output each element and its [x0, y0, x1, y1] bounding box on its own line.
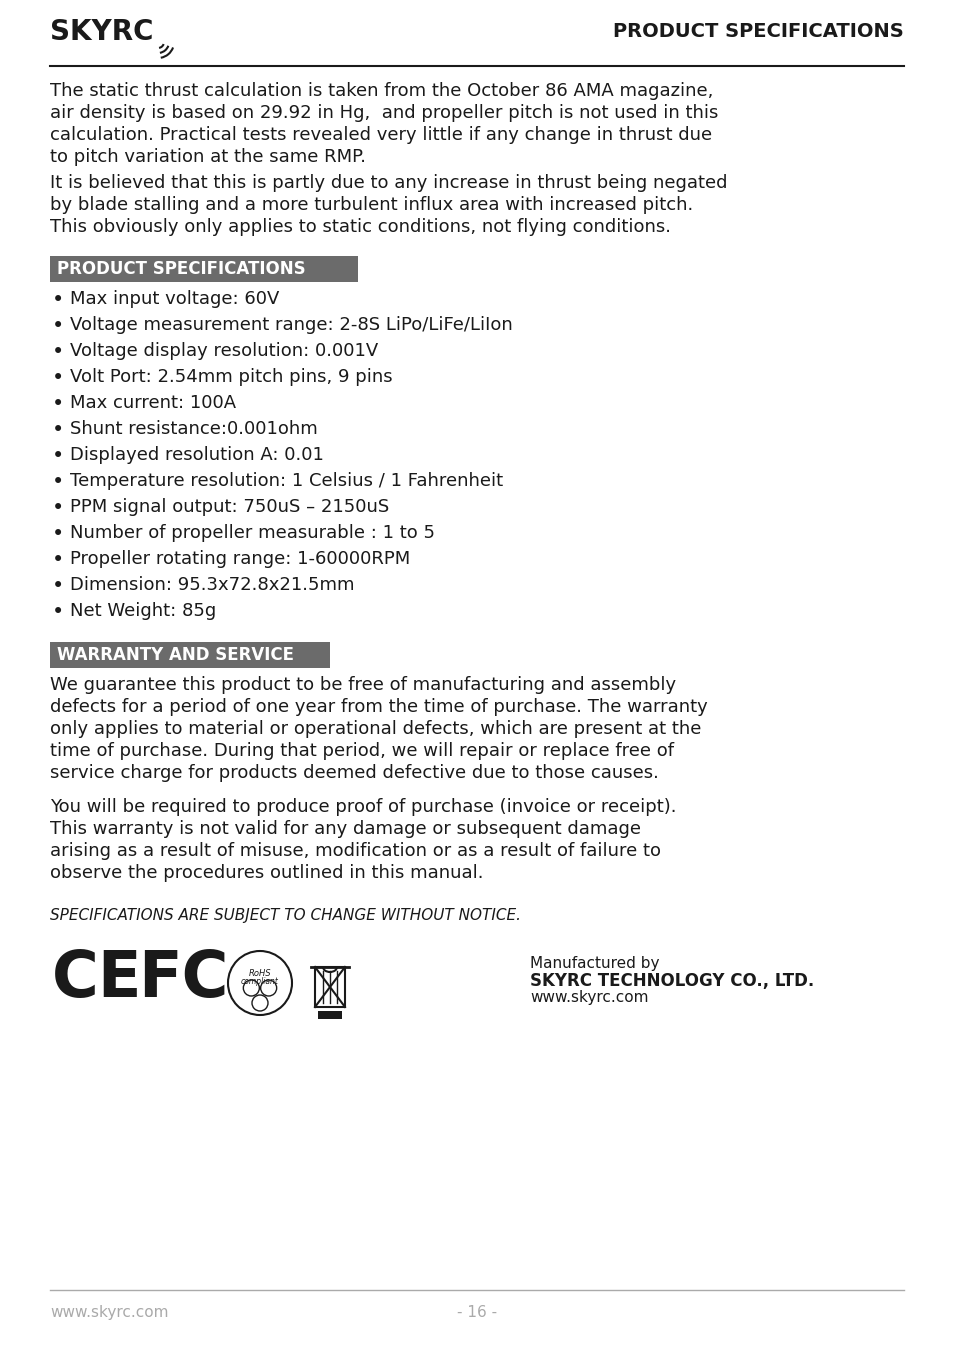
Text: Manufactured by: Manufactured by: [530, 956, 659, 971]
Text: •: •: [52, 394, 64, 414]
Text: SKYRC: SKYRC: [50, 17, 153, 46]
Text: •: •: [52, 447, 64, 465]
Text: PRODUCT SPECIFICATIONS: PRODUCT SPECIFICATIONS: [57, 260, 305, 278]
Text: www.skyrc.com: www.skyrc.com: [50, 1305, 169, 1319]
Text: •: •: [52, 316, 64, 336]
Text: This obviously only applies to static conditions, not flying conditions.: This obviously only applies to static co…: [50, 218, 670, 235]
Text: The static thrust calculation is taken from the October 86 AMA magazine,: The static thrust calculation is taken f…: [50, 82, 713, 100]
FancyBboxPatch shape: [50, 642, 330, 668]
Text: This warranty is not valid for any damage or subsequent damage: This warranty is not valid for any damag…: [50, 820, 640, 838]
Text: by blade stalling and a more turbulent influx area with increased pitch.: by blade stalling and a more turbulent i…: [50, 196, 693, 214]
Text: www.skyrc.com: www.skyrc.com: [530, 990, 648, 1005]
Text: •: •: [52, 603, 64, 621]
Text: compliant: compliant: [241, 976, 278, 986]
Text: RoHS: RoHS: [249, 968, 271, 978]
Text: Voltage measurement range: 2-8S LiPo/LiFe/LiIon: Voltage measurement range: 2-8S LiPo/LiF…: [70, 316, 512, 334]
FancyBboxPatch shape: [317, 1011, 341, 1020]
Text: We guarantee this product to be free of manufacturing and assembly: We guarantee this product to be free of …: [50, 677, 676, 694]
Text: Number of propeller measurable : 1 to 5: Number of propeller measurable : 1 to 5: [70, 525, 435, 542]
Text: It is believed that this is partly due to any increase in thrust being negated: It is believed that this is partly due t…: [50, 174, 727, 192]
Text: to pitch variation at the same RMP.: to pitch variation at the same RMP.: [50, 148, 366, 165]
Text: Max current: 100A: Max current: 100A: [70, 394, 236, 412]
Text: •: •: [52, 550, 64, 570]
Text: PPM signal output: 750uS – 2150uS: PPM signal output: 750uS – 2150uS: [70, 498, 389, 516]
Text: Volt Port: 2.54mm pitch pins, 9 pins: Volt Port: 2.54mm pitch pins, 9 pins: [70, 369, 393, 386]
Text: calculation. Practical tests revealed very little if any change in thrust due: calculation. Practical tests revealed ve…: [50, 126, 711, 144]
Text: time of purchase. During that period, we will repair or replace free of: time of purchase. During that period, we…: [50, 742, 673, 760]
Text: •: •: [52, 498, 64, 518]
Text: •: •: [52, 472, 64, 492]
Text: Temperature resolution: 1 Celsius / 1 Fahrenheit: Temperature resolution: 1 Celsius / 1 Fa…: [70, 472, 502, 490]
Text: WARRANTY AND SERVICE: WARRANTY AND SERVICE: [57, 646, 294, 664]
FancyBboxPatch shape: [50, 256, 357, 282]
Text: You will be required to produce proof of purchase (invoice or receipt).: You will be required to produce proof of…: [50, 798, 676, 816]
Text: only applies to material or operational defects, which are present at the: only applies to material or operational …: [50, 720, 700, 738]
Text: •: •: [52, 342, 64, 362]
Text: arising as a result of misuse, modification or as a result of failure to: arising as a result of misuse, modificat…: [50, 842, 660, 859]
Text: Net Weight: 85g: Net Weight: 85g: [70, 603, 216, 620]
Text: •: •: [52, 576, 64, 596]
Text: •: •: [52, 420, 64, 440]
Text: service charge for products deemed defective due to those causes.: service charge for products deemed defec…: [50, 764, 659, 781]
Text: Voltage display resolution: 0.001V: Voltage display resolution: 0.001V: [70, 342, 377, 360]
Text: - 16 -: - 16 -: [456, 1305, 497, 1319]
Text: Displayed resolution A: 0.01: Displayed resolution A: 0.01: [70, 447, 323, 464]
Text: SPECIFICATIONS ARE SUBJECT TO CHANGE WITHOUT NOTICE.: SPECIFICATIONS ARE SUBJECT TO CHANGE WIT…: [50, 908, 520, 923]
Text: FC: FC: [138, 948, 229, 1010]
Text: PRODUCT SPECIFICATIONS: PRODUCT SPECIFICATIONS: [613, 22, 903, 40]
Text: •: •: [52, 525, 64, 543]
Text: Propeller rotating range: 1-60000RPM: Propeller rotating range: 1-60000RPM: [70, 550, 410, 568]
Text: CE: CE: [52, 948, 142, 1010]
Text: Dimension: 95.3x72.8x21.5mm: Dimension: 95.3x72.8x21.5mm: [70, 576, 355, 594]
Text: observe the procedures outlined in this manual.: observe the procedures outlined in this …: [50, 863, 483, 882]
Text: •: •: [52, 369, 64, 387]
Text: SKYRC TECHNOLOGY CO., LTD.: SKYRC TECHNOLOGY CO., LTD.: [530, 972, 814, 990]
Text: air density is based on 29.92 in Hg,  and propeller pitch is not used in this: air density is based on 29.92 in Hg, and…: [50, 104, 718, 122]
Text: •: •: [52, 291, 64, 309]
Text: Shunt resistance:0.001ohm: Shunt resistance:0.001ohm: [70, 420, 317, 438]
Text: defects for a period of one year from the time of purchase. The warranty: defects for a period of one year from th…: [50, 698, 707, 716]
Text: Max input voltage: 60V: Max input voltage: 60V: [70, 291, 279, 308]
